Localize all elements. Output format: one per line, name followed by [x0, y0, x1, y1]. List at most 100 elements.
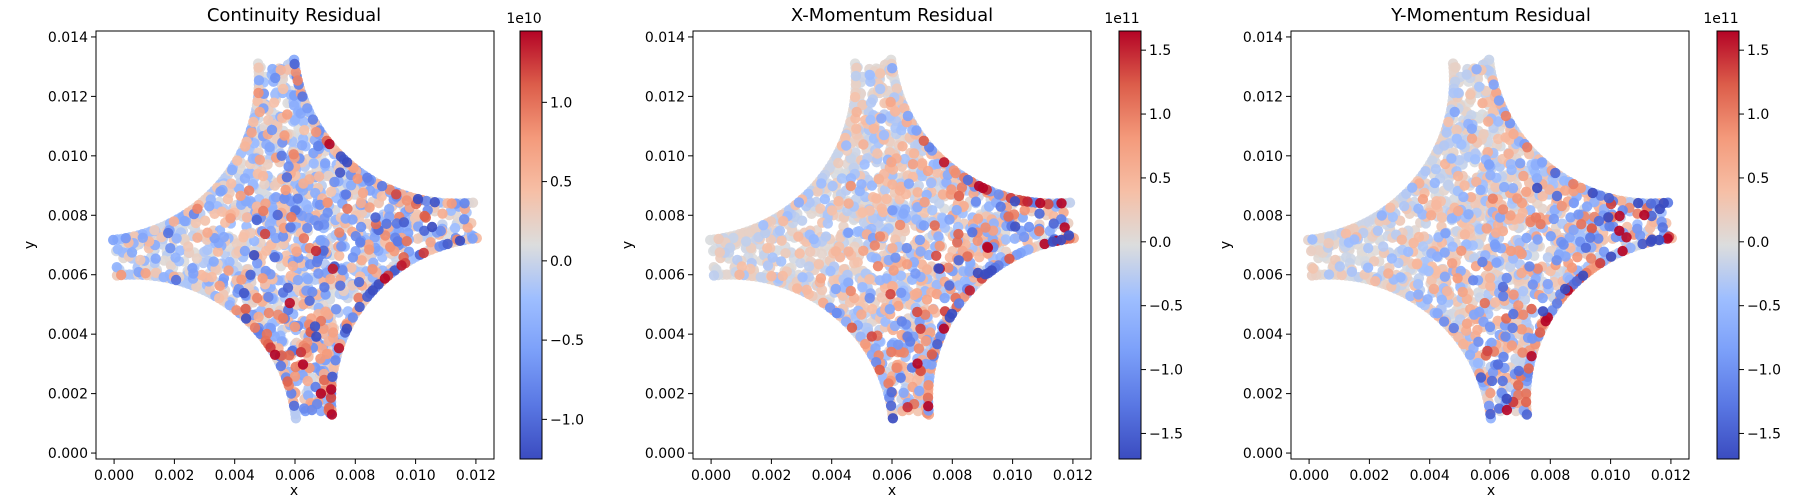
scatter-point — [1493, 95, 1505, 106]
scatter-point — [1399, 201, 1410, 212]
x-tick-label: 0.012 — [1053, 468, 1093, 484]
scatter-point — [912, 187, 923, 198]
scatter-point — [780, 248, 791, 259]
scatter-point — [240, 141, 251, 152]
scatter-point — [292, 274, 304, 286]
scatter-point — [1506, 164, 1517, 176]
scatter-point — [1478, 129, 1489, 140]
scatter-point — [253, 75, 265, 86]
scatter-point — [329, 176, 340, 188]
scatter-point — [880, 316, 891, 327]
scatter-point — [1465, 89, 1476, 100]
scatter-point — [1306, 245, 1317, 257]
scatter-point — [833, 157, 844, 169]
scatter-point — [852, 257, 863, 268]
scatter-point — [864, 274, 875, 285]
scatter-point — [903, 372, 915, 383]
scatter-point — [995, 201, 1006, 212]
y-tick-label: 0.006 — [645, 268, 685, 284]
scatter-point — [1439, 247, 1450, 258]
scatter-point — [446, 198, 457, 209]
scatter-point — [279, 130, 290, 141]
scatter-point — [750, 223, 761, 234]
scatter-point — [853, 226, 865, 237]
scatter-point — [901, 242, 912, 254]
scatter-point — [1459, 229, 1471, 240]
scatter-point — [865, 114, 876, 126]
colorbar — [519, 30, 543, 460]
scatter-point — [886, 157, 897, 168]
scatter-point — [1010, 221, 1021, 232]
x-tick-label: 0.002 — [154, 468, 194, 484]
scatter-point — [927, 304, 939, 315]
scatter-point — [762, 260, 774, 271]
scatter-point — [970, 196, 982, 207]
scatter-point — [1474, 81, 1485, 93]
scatter-point — [851, 106, 862, 118]
scatter-point — [202, 244, 213, 256]
scatter-point — [245, 269, 256, 280]
scatter-point — [1447, 258, 1458, 269]
scatter-point — [318, 323, 329, 334]
scatter-point — [870, 253, 882, 264]
scatter-point — [1512, 193, 1523, 204]
scatter-point — [902, 331, 913, 342]
scatter-point — [311, 126, 322, 138]
scatter-point — [1497, 375, 1508, 387]
scatter-point — [894, 219, 906, 231]
scatter-point — [926, 359, 937, 370]
scatter-point — [805, 246, 816, 257]
colorbar-tick-label: 0.0 — [1149, 235, 1171, 251]
scatter-point — [1535, 219, 1546, 230]
scatter-point — [308, 158, 319, 169]
scatter-point — [914, 234, 926, 246]
scatter-point — [212, 246, 224, 257]
scatter-point — [1548, 213, 1560, 225]
scatter-point — [993, 189, 1004, 200]
y-tick-label: 0.002 — [645, 387, 685, 403]
scatter-point — [827, 180, 838, 192]
scatter-point — [1441, 286, 1453, 297]
scatter-point — [421, 195, 432, 207]
scatter-point — [1411, 259, 1423, 270]
scatter-point — [815, 203, 826, 214]
scatter-point — [259, 228, 271, 240]
scatter-point — [953, 228, 964, 240]
scatter-point — [1063, 230, 1075, 241]
scatter-point — [1568, 224, 1579, 236]
scatter-point — [1494, 212, 1506, 223]
scatter-point — [196, 269, 207, 281]
scatter-point — [435, 225, 446, 237]
scatter-point — [1518, 309, 1529, 320]
scatter-point — [412, 193, 424, 205]
scatter-point — [934, 198, 945, 209]
scatter-point — [1510, 353, 1521, 364]
colorbar-multiplier: 1e11 — [1104, 11, 1139, 27]
scatter-point — [1436, 212, 1448, 223]
scatter-point — [953, 255, 964, 266]
scatter-point — [1426, 210, 1437, 221]
scatter-point — [857, 207, 868, 218]
scatter-point — [291, 246, 302, 257]
scatter-point — [315, 353, 326, 364]
scatter-point — [208, 256, 219, 267]
scatter-point — [1508, 308, 1519, 320]
scatter-point — [1340, 228, 1352, 239]
scatter-point — [309, 321, 321, 332]
x-tick-label: 0.004 — [215, 468, 255, 484]
scatter-point — [874, 231, 886, 242]
scatter-point — [1019, 205, 1030, 216]
scatter-point — [884, 304, 895, 315]
scatter-point — [1517, 347, 1528, 358]
scatter-point — [302, 222, 313, 234]
scatter-point — [896, 125, 907, 136]
scatter-point — [894, 185, 906, 196]
scatter-point — [1427, 155, 1438, 166]
scatter-point — [1443, 116, 1454, 128]
scatter-point — [1452, 170, 1464, 182]
scatter-point — [1043, 199, 1054, 210]
scatter-point — [939, 292, 950, 304]
x-tick-label: 0.010 — [993, 468, 1033, 484]
scatter-point — [944, 214, 955, 225]
scatter-point — [896, 287, 907, 298]
